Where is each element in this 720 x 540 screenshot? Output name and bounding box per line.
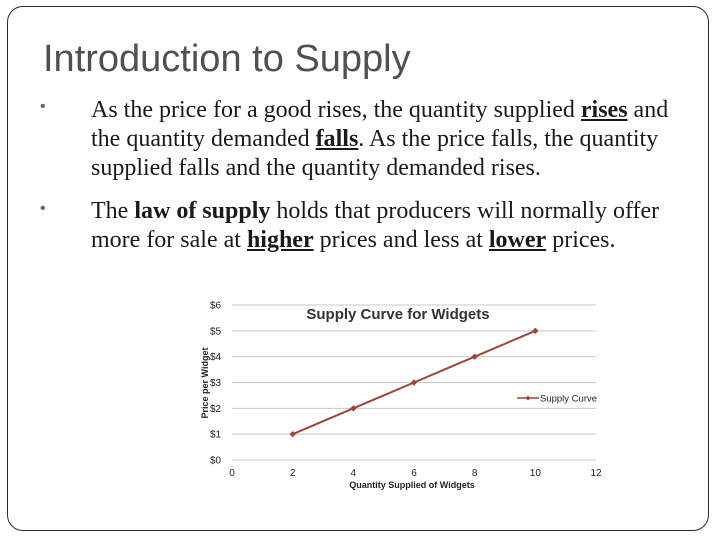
y-tick-label: $4	[210, 352, 222, 363]
data-point-marker	[471, 353, 478, 360]
x-tick-label: 2	[290, 468, 296, 479]
x-axis-label: Quantity Supplied of Widgets	[349, 480, 474, 490]
y-tick-label: $1	[210, 430, 222, 441]
y-tick-label: $3	[210, 378, 222, 389]
chart-title: Supply Curve for Widgets	[306, 306, 489, 323]
bullet-1-emphasis: rises	[580, 97, 628, 123]
bullet-2-segment: prices.	[546, 227, 616, 253]
y-tick-label: $2	[210, 404, 222, 415]
legend-marker	[525, 395, 531, 401]
data-point-marker	[410, 379, 418, 386]
bullet-1-emphasis: falls	[315, 126, 359, 152]
data-point-marker	[350, 405, 357, 412]
bullet-text-2: The law of supply holds that producers w…	[91, 197, 691, 255]
bullet-1-segment: As the price for a good rises, the quant…	[91, 97, 581, 123]
slide-frame	[7, 6, 709, 531]
x-tick-label: 12	[590, 468, 602, 479]
x-tick-label: 6	[411, 468, 417, 479]
bullet-2-segment: The	[91, 198, 135, 224]
x-tick-label: 0	[229, 468, 235, 479]
bullet-2-emphasis: lower	[488, 227, 547, 253]
y-tick-label: $6	[210, 301, 222, 312]
bullet-2-term: law of supply	[134, 198, 271, 224]
y-tick-label: $0	[210, 456, 222, 467]
x-tick-label: 8	[472, 468, 478, 479]
bullet-2-segment: prices and less at	[313, 227, 489, 253]
bullet-2-emphasis: higher	[246, 227, 314, 253]
x-tick-label: 10	[530, 468, 542, 479]
bullet-1-segment: and the quantity demanded	[91, 97, 669, 152]
bullet-1-segment: . As the price falls, the quantity suppl…	[91, 126, 659, 181]
legend-label: Supply Curve	[540, 394, 597, 405]
bullet-text-1: As the price for a good rises, the quant…	[91, 96, 691, 183]
slide-title: Introduction to Supply	[43, 38, 411, 80]
data-point-marker	[532, 327, 539, 335]
y-axis-label: Price per Widget	[200, 348, 210, 419]
data-point-marker	[289, 430, 296, 438]
bullet-marker-1: •	[40, 98, 46, 115]
y-tick-label: $5	[210, 326, 222, 337]
bullet-2-segment: holds that producers will normally offer…	[91, 198, 660, 253]
bullet-marker-2: •	[40, 200, 46, 217]
x-tick-label: 4	[351, 468, 357, 479]
